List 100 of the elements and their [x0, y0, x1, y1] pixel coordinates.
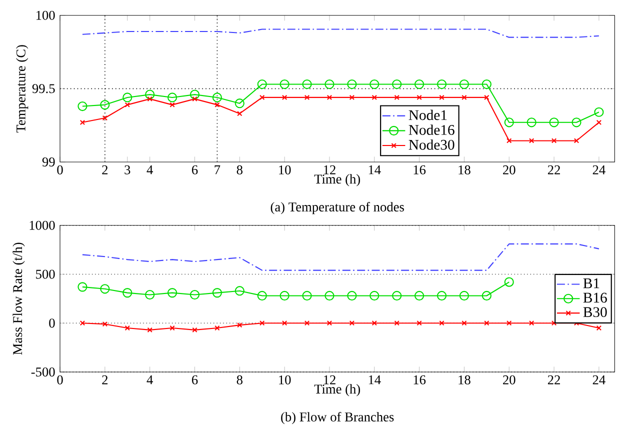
- point: [506, 138, 512, 144]
- point: [436, 290, 447, 301]
- x-tick-label: 16: [414, 375, 426, 384]
- x-tick-label: 18: [458, 375, 470, 384]
- x-tick-label: 3: [124, 165, 130, 174]
- point: [439, 94, 444, 100]
- legend-label: B30: [583, 307, 607, 318]
- point: [414, 79, 424, 90]
- point: [192, 327, 198, 333]
- x-tick-label: 24: [592, 165, 606, 174]
- point: [326, 320, 332, 326]
- x-axis-title: Time (h): [314, 174, 360, 186]
- point: [394, 94, 400, 100]
- point: [394, 320, 400, 326]
- x-tick-label: 8: [236, 165, 242, 174]
- y-tick-label: 99: [42, 158, 55, 166]
- point: [124, 102, 130, 108]
- legend-label: Node30: [408, 139, 454, 150]
- point: [170, 325, 175, 331]
- text: (a) Temperature of nodes: [270, 202, 404, 214]
- x-tick-label: 10: [279, 165, 291, 174]
- point: [349, 320, 355, 326]
- legend-label: B1: [583, 278, 600, 288]
- point: [528, 138, 534, 144]
- point: [370, 79, 380, 90]
- point: [100, 100, 110, 110]
- point: [416, 320, 422, 326]
- x-tick-label: 20: [503, 165, 516, 174]
- point: [526, 118, 536, 128]
- point: [260, 320, 265, 326]
- point: [302, 290, 312, 301]
- point: [124, 325, 130, 331]
- point: [170, 102, 175, 108]
- point: [462, 94, 467, 100]
- x-tick-label: 0: [57, 165, 63, 174]
- point: [78, 101, 88, 112]
- point: [122, 288, 132, 298]
- point: [304, 94, 310, 100]
- point: [237, 110, 242, 116]
- point: [260, 94, 265, 100]
- point: [484, 320, 490, 326]
- point: [372, 320, 377, 326]
- x-axis-title: Time (h): [314, 384, 360, 396]
- x-tick-label: 10: [279, 375, 291, 384]
- point: [304, 320, 310, 326]
- legend-label: B16: [583, 292, 607, 303]
- x-tick-label: 20: [503, 375, 516, 384]
- point: [574, 138, 580, 144]
- y-tick-label: 99.5: [32, 84, 55, 94]
- point: [504, 277, 514, 287]
- x-tick-label: 22: [548, 375, 560, 384]
- point: [594, 107, 604, 117]
- x-tick-label: 16: [414, 165, 426, 174]
- point: [167, 288, 178, 298]
- point: [234, 286, 244, 296]
- point: [462, 320, 467, 326]
- point: [324, 79, 334, 90]
- point: [506, 320, 512, 326]
- point: [78, 282, 88, 292]
- point: [347, 79, 357, 90]
- y-axis-title: Temperature (C): [16, 45, 28, 133]
- text: (b) Flow of Branches: [281, 412, 394, 424]
- point: [212, 288, 222, 298]
- point: [370, 290, 380, 301]
- x-tick-label: 12: [324, 165, 336, 174]
- point: [190, 290, 200, 300]
- point: [280, 79, 290, 90]
- x-tick-label: 8: [236, 375, 242, 384]
- x-tick-label: 6: [192, 165, 198, 174]
- point: [102, 115, 108, 121]
- x-tick-label: 22: [548, 165, 560, 174]
- x-tick-label: 14: [368, 375, 381, 384]
- y-tick-label: 0: [49, 318, 55, 328]
- point: [280, 290, 290, 301]
- x-tick-label: 12: [324, 375, 336, 384]
- point: [100, 284, 110, 294]
- point: [372, 94, 377, 100]
- point: [214, 102, 220, 108]
- point: [326, 94, 332, 100]
- x-tick-label: 4: [146, 165, 153, 174]
- point: [214, 325, 220, 331]
- x-tick-label: 0: [57, 375, 63, 384]
- y-tick-label: 1000: [30, 220, 55, 230]
- point: [414, 290, 424, 301]
- point: [459, 290, 470, 301]
- point: [459, 79, 470, 90]
- point: [392, 290, 402, 301]
- point: [572, 118, 582, 128]
- point: [504, 118, 514, 128]
- x-tick-label: 4: [146, 375, 153, 384]
- point: [349, 94, 355, 100]
- x-tick-label: 7: [214, 165, 220, 174]
- point: [436, 79, 447, 90]
- point: [145, 290, 155, 300]
- x-tick-label: 6: [192, 375, 198, 384]
- point: [302, 79, 312, 90]
- x-tick-label: 18: [458, 165, 470, 174]
- x-tick-label: 2: [102, 165, 108, 174]
- point: [145, 90, 155, 100]
- x-tick-label: 24: [592, 375, 606, 384]
